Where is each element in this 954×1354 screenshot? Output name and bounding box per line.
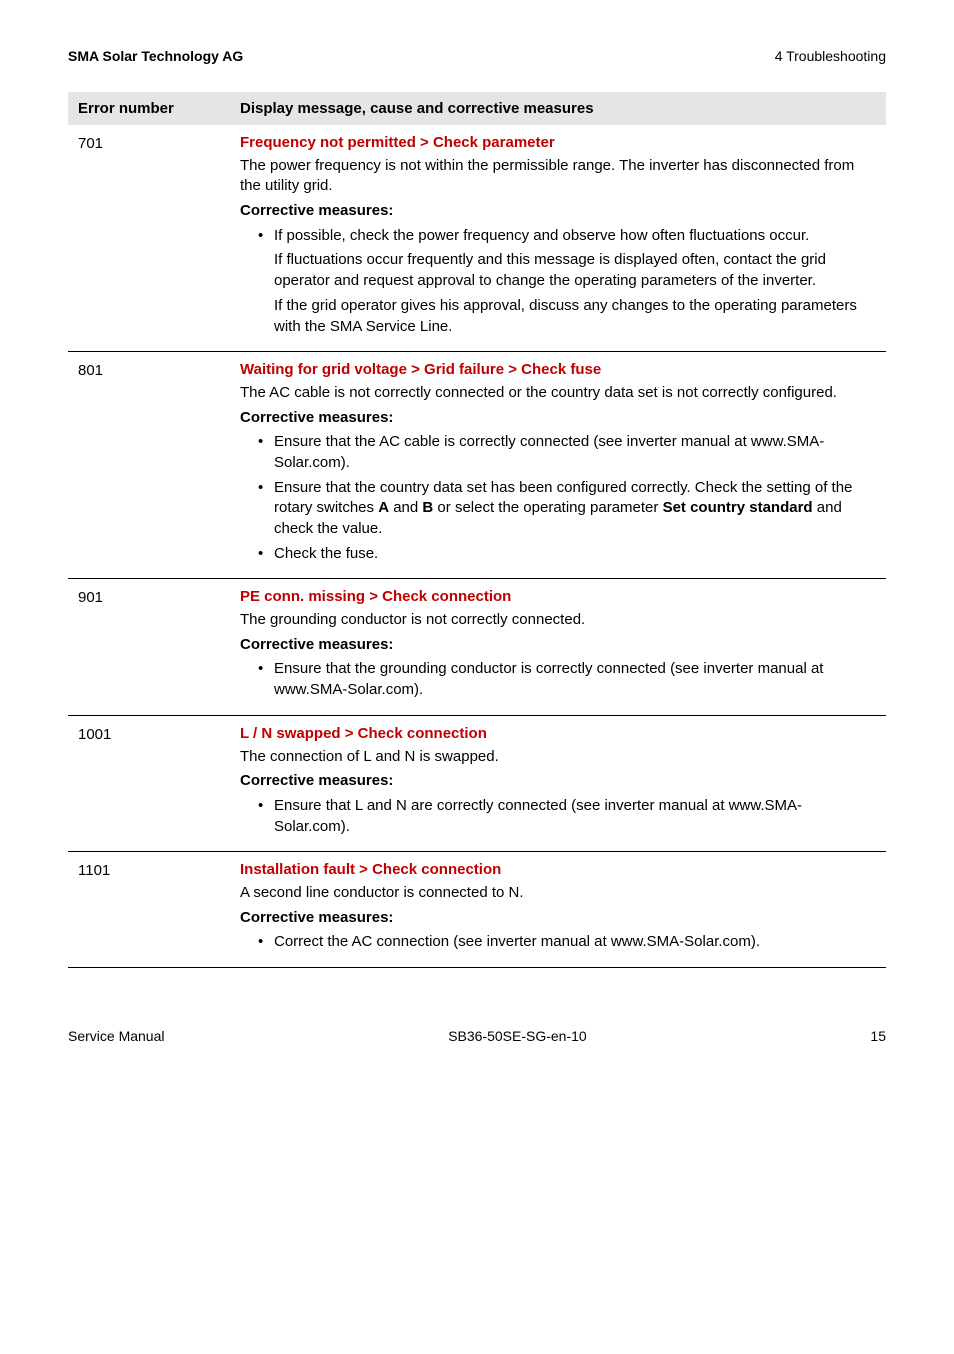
error-description: The power frequency is not within the pe… xyxy=(240,156,876,197)
footer-left: Service Manual xyxy=(68,1028,165,1044)
measure-item: Ensure that the grounding conductor is c… xyxy=(258,659,876,700)
error-title: Waiting for grid voltage > Grid failure … xyxy=(240,360,876,381)
header-right: 4 Troubleshooting xyxy=(775,48,886,64)
col-header-message: Display message, cause and corrective me… xyxy=(240,100,876,117)
error-message-cell: Waiting for grid voltage > Grid failure … xyxy=(240,360,876,568)
error-code: 801 xyxy=(78,360,240,568)
error-message-cell: PE conn. missing > Check connectionThe g… xyxy=(240,587,876,704)
measure-item: Ensure that the country data set has bee… xyxy=(258,478,876,540)
table-body: 701Frequency not permitted > Check param… xyxy=(68,125,886,968)
measure-item: Correct the AC connection (see inverter … xyxy=(258,932,876,953)
measure-item: Ensure that L and N are correctly connec… xyxy=(258,796,876,837)
footer-center: SB36-50SE-SG-en-10 xyxy=(165,1028,871,1044)
table-header-row: Error number Display message, cause and … xyxy=(68,92,886,125)
measure-item: Ensure that the AC cable is correctly co… xyxy=(258,432,876,473)
measures-list: Ensure that the grounding conductor is c… xyxy=(258,659,876,700)
error-message-cell: L / N swapped > Check connectionThe conn… xyxy=(240,724,876,841)
error-code: 1101 xyxy=(78,860,240,957)
error-code: 1001 xyxy=(78,724,240,841)
table-row: 1001L / N swapped > Check connectionThe … xyxy=(68,716,886,852)
page-footer: Service Manual SB36-50SE-SG-en-10 15 xyxy=(68,1028,886,1044)
corrective-heading: Corrective measures: xyxy=(240,635,876,656)
corrective-heading: Corrective measures: xyxy=(240,908,876,929)
measures-list: Ensure that L and N are correctly connec… xyxy=(258,796,876,837)
error-description: The AC cable is not correctly connected … xyxy=(240,383,876,404)
header-left: SMA Solar Technology AG xyxy=(68,48,243,64)
measures-list: If possible, check the power frequency a… xyxy=(258,226,876,337)
corrective-heading: Corrective measures: xyxy=(240,408,876,429)
measure-sub: If fluctuations occur frequently and thi… xyxy=(274,250,876,291)
corrective-heading: Corrective measures: xyxy=(240,201,876,222)
error-description: The grounding conductor is not correctly… xyxy=(240,610,876,631)
error-code: 701 xyxy=(78,133,240,341)
measures-list: Ensure that the AC cable is correctly co… xyxy=(258,432,876,564)
table-row: 801Waiting for grid voltage > Grid failu… xyxy=(68,352,886,579)
measure-item: If possible, check the power frequency a… xyxy=(258,226,876,337)
error-title: L / N swapped > Check connection xyxy=(240,724,876,745)
error-code: 901 xyxy=(78,587,240,704)
footer-right: 15 xyxy=(870,1028,886,1044)
error-message-cell: Frequency not permitted > Check paramete… xyxy=(240,133,876,341)
error-message-cell: Installation fault > Check connectionA s… xyxy=(240,860,876,957)
table-row: 1101Installation fault > Check connectio… xyxy=(68,852,886,968)
measure-item: Check the fuse. xyxy=(258,544,876,565)
error-title: Frequency not permitted > Check paramete… xyxy=(240,133,876,154)
table-row: 701Frequency not permitted > Check param… xyxy=(68,125,886,352)
error-title: PE conn. missing > Check connection xyxy=(240,587,876,608)
error-description: The connection of L and N is swapped. xyxy=(240,747,876,768)
error-description: A second line conductor is connected to … xyxy=(240,883,876,904)
page: SMA Solar Technology AG 4 Troubleshootin… xyxy=(0,0,954,1084)
error-title: Installation fault > Check connection xyxy=(240,860,876,881)
col-header-code: Error number xyxy=(78,100,240,117)
error-table: Error number Display message, cause and … xyxy=(68,92,886,968)
measure-sub: If the grid operator gives his approval,… xyxy=(274,296,876,337)
page-header: SMA Solar Technology AG 4 Troubleshootin… xyxy=(68,48,886,64)
table-row: 901PE conn. missing > Check connectionTh… xyxy=(68,579,886,715)
corrective-heading: Corrective measures: xyxy=(240,771,876,792)
measures-list: Correct the AC connection (see inverter … xyxy=(258,932,876,953)
